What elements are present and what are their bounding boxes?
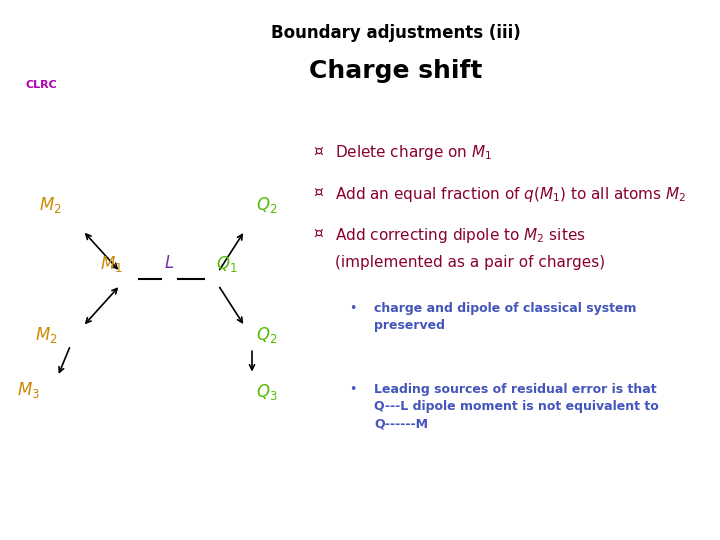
Text: $M_2$: $M_2$ (39, 195, 61, 215)
Text: Add an equal fraction of $q(M_1)$ to all atoms $M_2$: Add an equal fraction of $q(M_1)$ to all… (335, 185, 686, 204)
Text: CLRC: CLRC (25, 80, 58, 90)
Text: ¤: ¤ (313, 185, 323, 200)
Text: $Q_3$: $Q_3$ (256, 382, 277, 402)
Text: Delete charge on $M_1$: Delete charge on $M_1$ (335, 144, 492, 163)
Text: Charge shift: Charge shift (310, 59, 482, 83)
Text: charge and dipole of classical system
preserved: charge and dipole of classical system pr… (374, 302, 637, 333)
Text: •: • (349, 302, 356, 315)
Text: Add correcting dipole to $M_2$ sites: Add correcting dipole to $M_2$ sites (335, 226, 585, 245)
Text: $L$: $L$ (164, 254, 174, 272)
Text: $M_3$: $M_3$ (17, 380, 40, 400)
Text: $M_1$: $M_1$ (99, 254, 122, 274)
Text: •: • (349, 383, 356, 396)
Text: ¤: ¤ (313, 144, 323, 158)
Text: Boundary adjustments (iii): Boundary adjustments (iii) (271, 24, 521, 42)
Text: $Q_2$: $Q_2$ (256, 325, 277, 345)
Text: ¤: ¤ (313, 226, 323, 241)
Text: $M_2$: $M_2$ (35, 325, 58, 345)
Text: $Q_1$: $Q_1$ (216, 254, 238, 274)
Text: (implemented as a pair of charges): (implemented as a pair of charges) (335, 254, 605, 269)
Text: $Q_2$: $Q_2$ (256, 195, 277, 215)
Text: Leading sources of residual error is that
Q---L dipole moment is not equivalent : Leading sources of residual error is tha… (374, 383, 659, 430)
